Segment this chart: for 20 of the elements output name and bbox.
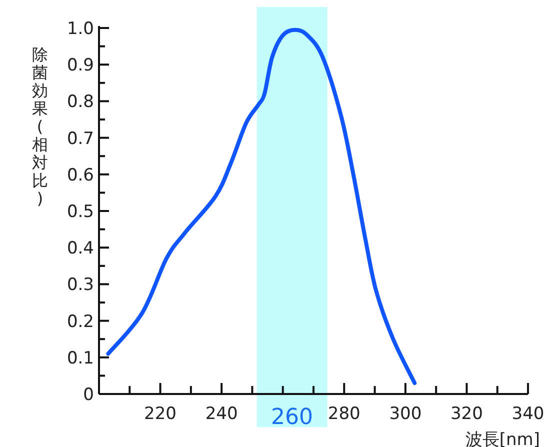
y-tick-label: 1.0 (66, 19, 94, 39)
y-tick-label: 0.5 (66, 202, 94, 222)
band-label: 260 (271, 405, 314, 430)
y-tick-label: 0 (83, 385, 94, 405)
x-tick-label: 280 (328, 404, 360, 424)
y-axis-title: 除菌効果(相対比) (32, 45, 48, 208)
x-tick-label: 320 (450, 404, 483, 424)
y-tick-label: 0.8 (66, 92, 94, 112)
y-tick-label: 0.7 (66, 128, 94, 149)
x-axis-title: 波長[nm] (465, 430, 540, 447)
y-tick-label: 0.6 (66, 165, 94, 186)
x-tick-label: 240 (205, 404, 238, 424)
y-tick-label: 0.1 (66, 348, 94, 368)
y-tick-label: 0.3 (66, 275, 94, 296)
y-tick-label: 0.4 (66, 238, 94, 259)
y-tick-label: 0.9 (66, 56, 94, 76)
y-tick-label: 0.2 (66, 312, 94, 332)
x-tick-label: 220 (144, 404, 177, 424)
x-tick-label: 340 (512, 404, 544, 424)
x-tick-label: 300 (389, 404, 422, 424)
